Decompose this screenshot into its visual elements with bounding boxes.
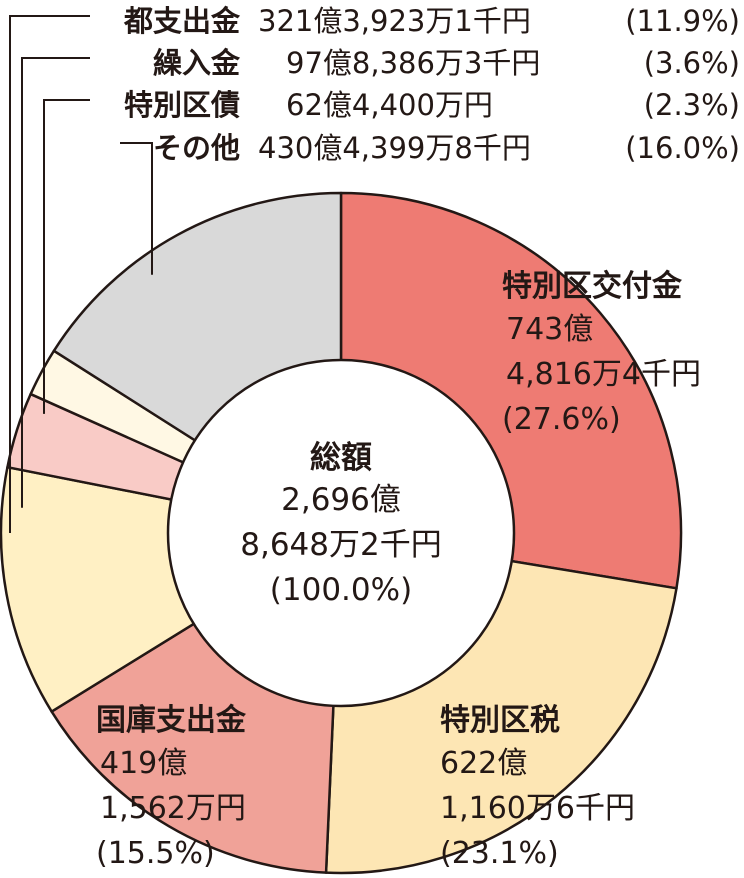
leader-line-tokubetsuku-sai [43, 99, 90, 414]
legend-amount: 62億4,400万円 [286, 88, 493, 122]
legend-row-kuriirekin: 繰入金 97億8,386万3千円 (3.6%) [153, 46, 740, 80]
slice-amount-1: 622億 [440, 746, 527, 781]
slice-percent: (23.1%) [440, 836, 559, 871]
center-percent: (100.0%) [270, 572, 412, 608]
center-amount-2: 8,648万2千円 [240, 527, 441, 563]
legend-name: その他 [153, 131, 240, 165]
legend-row-tokubetsuku-sai: 特別区債 62億4,400万円 (2.3%) [124, 88, 740, 122]
legend-percent: (2.3%) [644, 88, 740, 122]
slice-amount-1: 419億 [100, 746, 187, 781]
leader-lines [9, 15, 153, 533]
slice-percent: (27.6%) [502, 402, 621, 437]
slice-label-tokubetsuku-kofukin: 特別区交付金 743億 4,816万4千円 (27.6%) [502, 269, 701, 437]
legend-percent: (11.9%) [625, 4, 740, 38]
slice-amount-2: 4,816万4千円 [506, 357, 701, 392]
slice-amount-1: 743億 [506, 312, 593, 347]
center-total-label: 総額 2,696億 8,648万2千円 (100.0%) [240, 440, 441, 608]
leader-line-to-shishutsukin [9, 15, 90, 533]
legend-row-to-shishutsukin: 都支出金 321億3,923万1千円 (11.9%) [123, 4, 740, 38]
legend-amount: 97億8,386万3千円 [286, 46, 540, 80]
legend-row-sonota: その他 430億4,399万8千円 (16.0%) [153, 131, 740, 165]
legend-percent: (16.0%) [625, 131, 740, 165]
center-title: 総額 [310, 440, 372, 476]
slice-percent: (15.5%) [96, 836, 215, 871]
legend-name: 都支出金 [123, 4, 241, 38]
legend-amount: 430億4,399万8千円 [258, 131, 531, 165]
slice-amount-2: 1,562万円 [100, 791, 246, 826]
slice-name: 特別区交付金 [502, 269, 683, 304]
donut-hole [166, 358, 516, 708]
legend-percent: (3.6%) [644, 46, 740, 80]
slice-label-tokubetsuku-zei: 特別区税 622億 1,160万6千円 (23.1%) [440, 703, 635, 871]
legend-name: 繰入金 [153, 46, 241, 80]
slice-label-kokko-shishutsukin: 国庫支出金 419億 1,562万円 (15.5%) [96, 703, 247, 871]
slice-name: 特別区税 [440, 703, 560, 738]
leader-line-kuriirekin [21, 57, 90, 508]
slice-amount-2: 1,160万6千円 [440, 791, 635, 826]
slice-name: 国庫支出金 [96, 703, 247, 738]
legend-amount: 321億3,923万1千円 [258, 4, 531, 38]
legend-name: 特別区債 [124, 88, 240, 122]
leader-line-sonota [120, 142, 153, 275]
center-amount-1: 2,696億 [281, 482, 401, 518]
